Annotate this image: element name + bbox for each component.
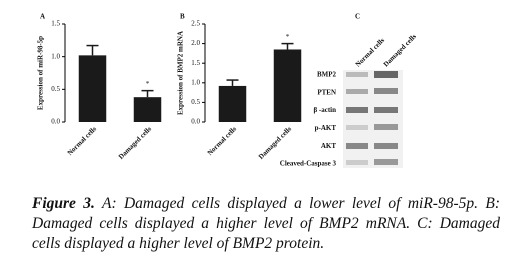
bar xyxy=(133,97,162,122)
y-tick-label: 1.5 xyxy=(51,20,60,28)
panel-label: C xyxy=(355,13,360,21)
y-tick-label: 2.5 xyxy=(191,20,200,28)
column-label: Damaged cells xyxy=(382,32,418,68)
y-axis-label: Expression of BMP2 mRNA xyxy=(177,31,185,115)
y-tick-label: 0.0 xyxy=(191,118,200,126)
panel-label: A xyxy=(40,13,45,21)
caption: Figure 3. A: Damaged cells displayed a l… xyxy=(32,194,500,254)
annotation: * xyxy=(286,33,290,41)
y-axis-label: Expression of miR-98-5p xyxy=(37,36,45,110)
figure: C A Expression of miR-98-5p 0.0 0.5 1.0 1.5 No… xyxy=(37,13,418,168)
y-tick-label: 1.5 xyxy=(191,59,200,67)
x-tick-label: Normal cells xyxy=(66,125,98,157)
bar xyxy=(273,49,302,123)
x-tick-label: Normal cells xyxy=(206,125,238,157)
caption-lead: Figure 3. xyxy=(32,195,95,212)
x-tick-label: Damaged cells xyxy=(257,125,293,161)
row-label: p-AKT xyxy=(315,124,337,132)
annotation: * xyxy=(146,80,150,88)
row-label: BMP2 xyxy=(317,71,337,79)
x-tick-label: Damaged cells xyxy=(117,125,153,161)
row-label: β -actin xyxy=(313,106,336,114)
y-tick-label: 0.0 xyxy=(51,118,60,126)
y-tick-label: 0.5 xyxy=(51,85,60,93)
y-tick-label: 1.0 xyxy=(51,52,60,60)
row-label: Cleaved-Caspase 3 xyxy=(280,160,337,168)
row-label: AKT xyxy=(321,142,337,150)
y-tick-label: 2.0 xyxy=(191,39,200,47)
caption-text: A: Damaged cells displayed a lower level… xyxy=(32,195,500,252)
y-tick-label: 0.5 xyxy=(191,98,200,106)
blot-bands xyxy=(343,70,403,168)
row-label: PTEN xyxy=(317,88,336,96)
bar xyxy=(78,55,107,122)
bar xyxy=(218,85,247,122)
y-tick-label: 1.0 xyxy=(191,78,200,86)
panel-label: B xyxy=(180,13,185,21)
